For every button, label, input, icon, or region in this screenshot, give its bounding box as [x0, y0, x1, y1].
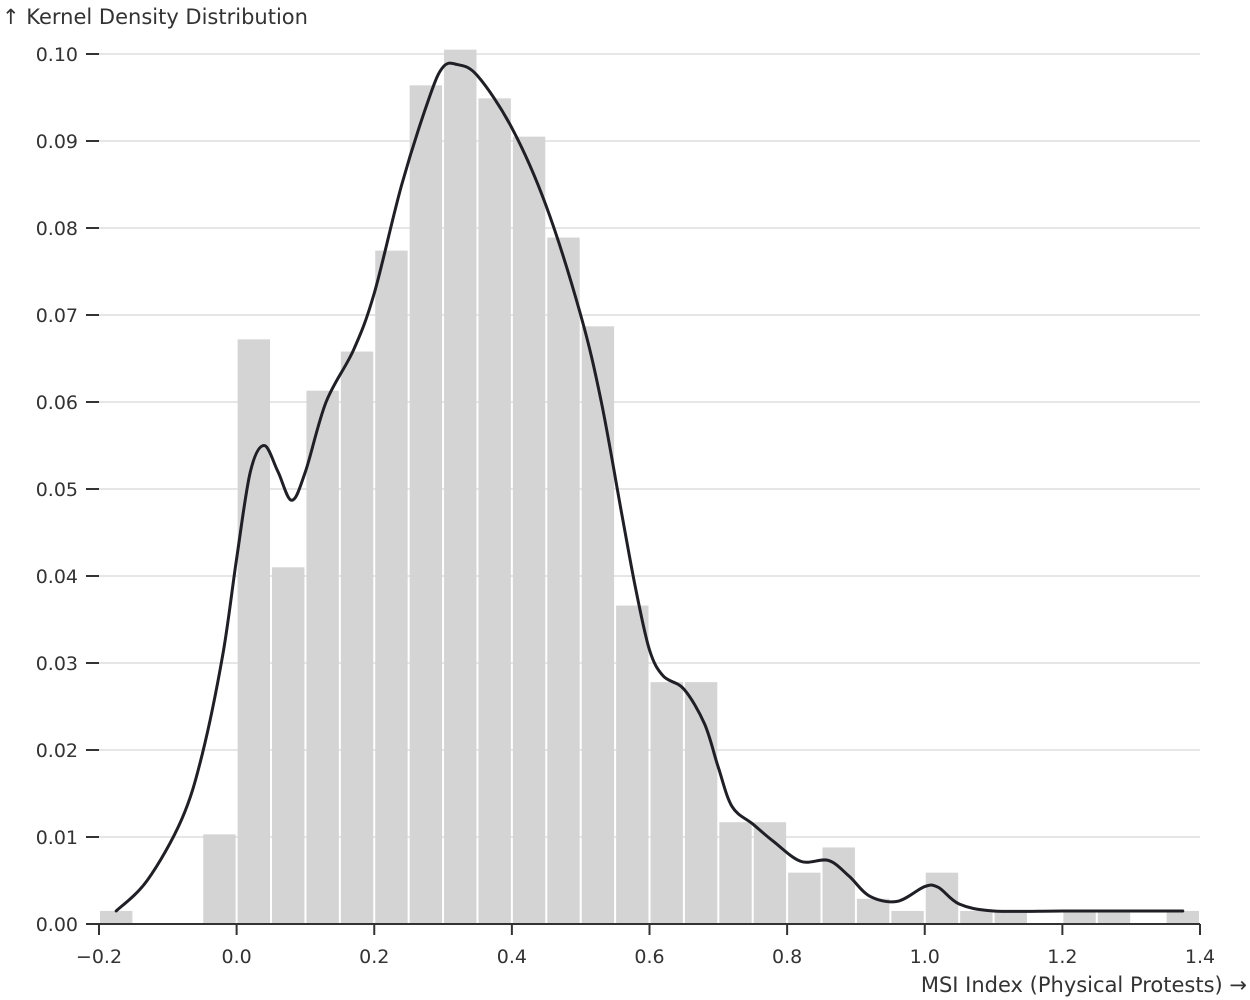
kde-curve-group	[114, 61, 1185, 913]
x-tick-label: 1.4	[1185, 946, 1215, 968]
y-tick-label: 0.05	[36, 479, 78, 501]
y-tick-label: 0.02	[36, 740, 78, 762]
x-tick-label: 0.2	[359, 946, 389, 968]
x-axis-title: MSI Index (Physical Protests) →	[921, 973, 1247, 997]
histogram-bar	[788, 872, 821, 924]
histogram-bar	[272, 567, 305, 924]
x-tick-label: 1.2	[1047, 946, 1077, 968]
histogram-bar	[856, 898, 890, 924]
y-tick-label: 0.00	[36, 914, 78, 936]
y-tick-label: 0.04	[36, 566, 78, 588]
histogram-bar	[409, 85, 443, 924]
histogram-bar	[1063, 910, 1096, 924]
histogram-bar	[1166, 910, 1199, 924]
histogram-bars	[100, 49, 1199, 925]
histogram-bar	[306, 390, 339, 924]
histogram-bar	[581, 326, 615, 924]
x-tick-label: 1.0	[910, 946, 940, 968]
histogram-bar	[375, 250, 408, 924]
x-tick-label: 0.0	[222, 946, 252, 968]
y-tick-label: 0.08	[36, 218, 78, 240]
y-tick-label: 0.01	[36, 827, 78, 849]
histogram-bar	[340, 351, 374, 924]
histogram-bar	[891, 910, 924, 924]
y-axis-ticks: 0.00 0.01 0.02 0.03 0.04 0.05 0.06 0.07 0.08 0.09…	[36, 44, 99, 936]
histogram-bar	[478, 98, 511, 925]
histogram-bar	[100, 910, 133, 924]
histogram-bar	[925, 872, 959, 924]
kde-curve	[114, 61, 1185, 913]
x-tick-label: 0.8	[772, 946, 802, 968]
histogram-bar	[203, 834, 236, 924]
y-axis-title: ↑ Kernel Density Distribution	[2, 5, 308, 29]
histogram-bar	[512, 136, 546, 924]
x-tick-label: 0.4	[497, 946, 527, 968]
x-axis-ticks: −0.2 0.0 0.2 0.4 0.6 0.8 1.0 1.2 1.4	[76, 924, 1215, 968]
histogram-bar	[1097, 910, 1131, 924]
histogram-bar	[237, 339, 271, 924]
x-tick-label: −0.2	[76, 946, 122, 968]
histogram-bar	[960, 910, 993, 924]
histogram-bar	[547, 237, 580, 924]
y-tick-label: 0.09	[36, 131, 78, 153]
histogram-bar	[684, 682, 718, 924]
x-tick-label: 0.6	[634, 946, 664, 968]
y-tick-label: 0.07	[36, 305, 78, 327]
histogram-bar	[444, 49, 477, 924]
histogram-bar	[616, 605, 649, 924]
histogram-bar	[719, 822, 752, 924]
y-tick-label: 0.06	[36, 392, 78, 414]
y-tick-label: 0.03	[36, 653, 78, 675]
histogram-bar	[650, 682, 683, 924]
y-tick-label: 0.10	[36, 44, 78, 66]
histogram-bar	[994, 910, 1027, 924]
